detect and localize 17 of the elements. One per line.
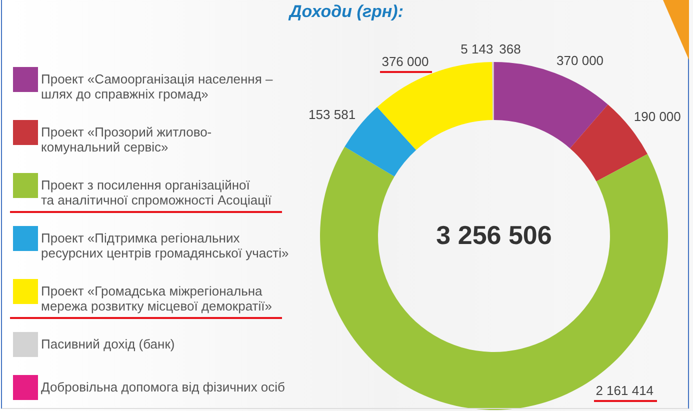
text: 3 256 506 xyxy=(436,220,552,250)
data-label: 376 000 xyxy=(382,54,429,69)
data-label: 5 143 xyxy=(460,42,494,57)
legend-label: Проект «Підтримка регіональних ресурсних центрів громадянської участі» xyxy=(41,230,289,260)
data-label: 2 161 414 xyxy=(596,382,654,398)
data-label: 190 000 xyxy=(634,108,681,124)
legend-label: Проект «Прозорий житлово- комунальний сервіс» xyxy=(41,124,212,154)
data-label: 153 581 xyxy=(308,107,356,122)
data-label: 368 xyxy=(499,42,521,56)
legend-label: Проект «Самоорганізація населення – шлях до справжніх громад» xyxy=(41,72,274,102)
donut-slice xyxy=(320,146,668,410)
legend-label: Проект з посилення організаційної та аналітичної спроможності Асоціації xyxy=(41,178,272,208)
legend-label: Проект «Громадська міжрегіональна мережа розвитку місцевої демократії» xyxy=(41,284,272,314)
data-label: 370 000 xyxy=(556,52,604,68)
legend-label: Пасивний дохід (банк) xyxy=(41,336,175,352)
legend-label: Добровільна допомога від фізичних осіб xyxy=(41,380,285,394)
chart-title: Доходи (грн): xyxy=(288,2,404,21)
